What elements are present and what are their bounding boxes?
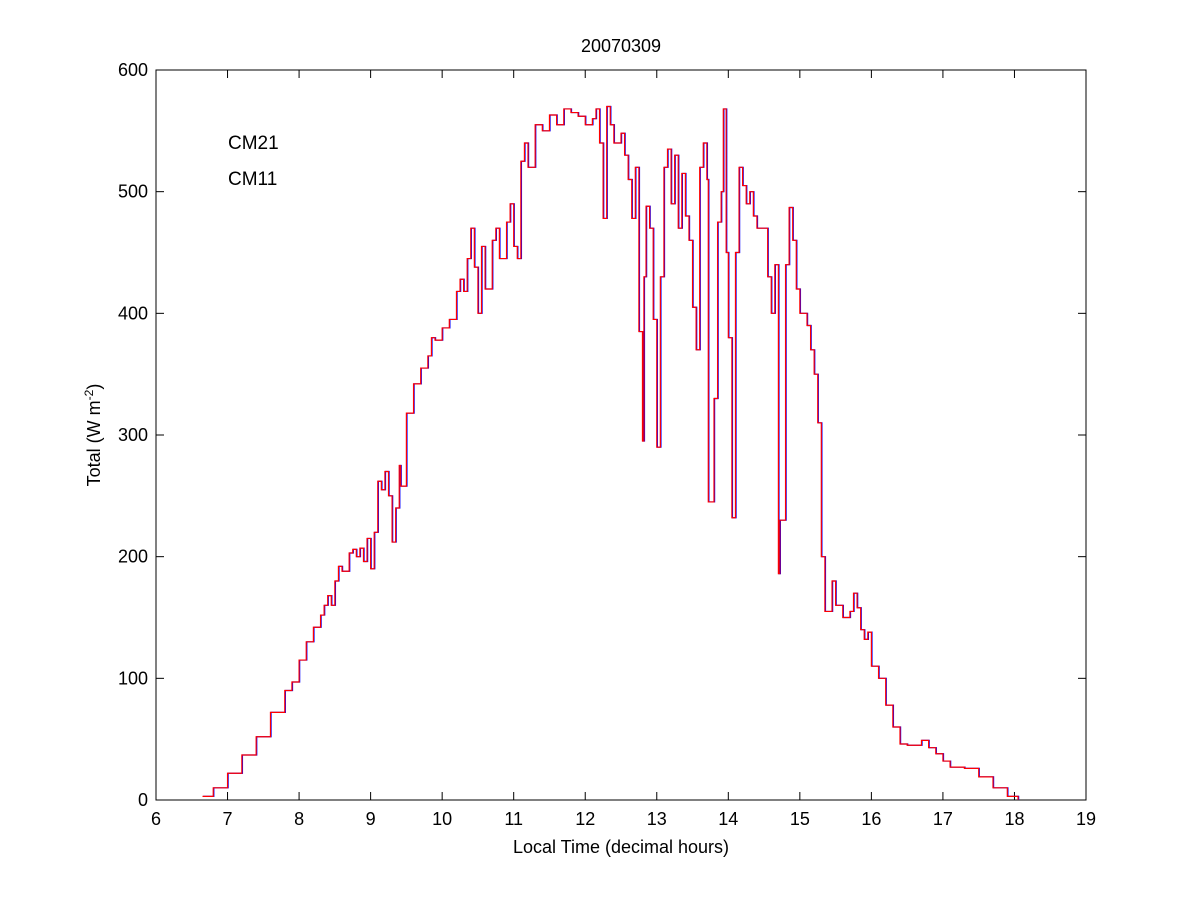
y-tick-label: 100 [118, 668, 148, 688]
plot-area [155, 69, 1087, 801]
x-tick-label: 14 [718, 809, 738, 829]
x-tick-label: 16 [861, 809, 881, 829]
x-tick-label: 9 [366, 809, 376, 829]
x-tick-label: 13 [647, 809, 667, 829]
x-tick-label: 7 [223, 809, 233, 829]
series-line-cm11 [202, 105, 1019, 800]
x-tick-label: 10 [432, 809, 452, 829]
chart-title: 20070309 [581, 36, 661, 56]
x-tick-label: 15 [790, 809, 810, 829]
x-tick-label: 19 [1076, 809, 1096, 829]
y-tick-label: 300 [118, 425, 148, 445]
y-tick-label: 500 [118, 182, 148, 202]
x-tick-label: 8 [294, 809, 304, 829]
x-tick-label: 12 [575, 809, 595, 829]
y-tick-label: 0 [138, 790, 148, 810]
x-tick-label: 6 [151, 809, 161, 829]
legend-cm21: CM21 [228, 133, 279, 154]
y-axis-label: Total (W m-2) [82, 384, 104, 487]
y-tick-label: 600 [118, 60, 148, 80]
x-tick-label: 17 [933, 809, 953, 829]
y-tick-label: 400 [118, 303, 148, 323]
x-axis-label: Local Time (decimal hours) [513, 837, 729, 857]
x-tick-label: 18 [1004, 809, 1024, 829]
legend-cm11: CM11 [228, 169, 277, 190]
x-tick-label: 11 [504, 809, 523, 829]
y-tick-label: 200 [118, 547, 148, 567]
